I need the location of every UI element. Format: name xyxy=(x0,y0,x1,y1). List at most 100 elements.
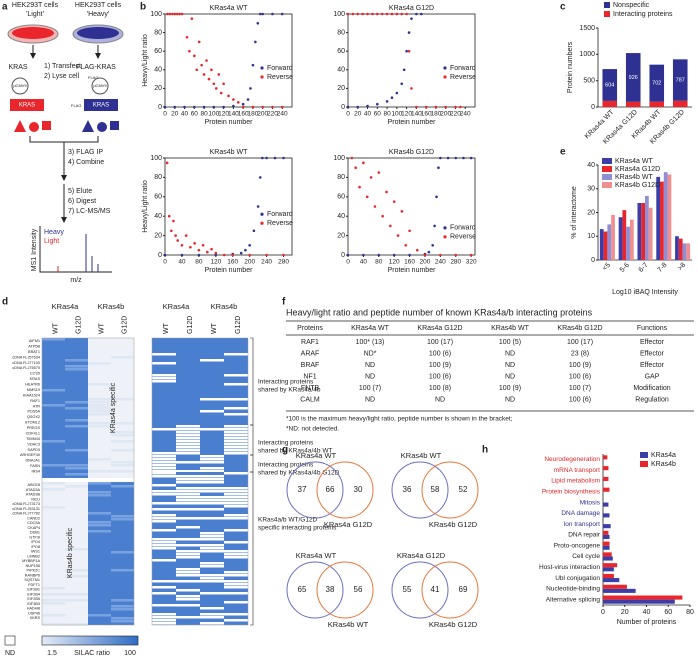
heatmap-cell xyxy=(224,541,248,544)
heatmap-cell xyxy=(176,580,200,583)
heatmap-cell xyxy=(42,599,65,602)
heatmap-cell xyxy=(152,517,176,520)
bar xyxy=(603,552,612,557)
point xyxy=(180,253,184,257)
heatmap-cell xyxy=(65,425,88,428)
annotation: shared by KRas4a/4b WT xyxy=(258,448,332,455)
legend-marker xyxy=(443,75,447,79)
heatmap-cell xyxy=(111,449,134,452)
bar xyxy=(602,100,618,107)
heatmap-cell xyxy=(152,619,176,622)
point xyxy=(176,239,179,242)
y-tick-label: 0 xyxy=(158,104,162,111)
point xyxy=(222,82,225,86)
bar xyxy=(649,64,665,102)
point xyxy=(400,12,404,16)
point xyxy=(212,105,216,109)
heatmap-cell xyxy=(88,524,111,527)
x-tick-label: 240 xyxy=(435,259,446,266)
bar xyxy=(603,556,613,561)
bar xyxy=(625,53,641,102)
heatmap-cell xyxy=(224,493,248,496)
table-cell: 100 (6) xyxy=(429,350,451,357)
x-tick-label: 160 xyxy=(404,259,415,266)
point xyxy=(202,105,206,109)
heatmap-cell xyxy=(111,338,134,478)
heatmap-cell xyxy=(152,541,176,544)
point xyxy=(246,98,250,101)
colorbar-min: 1.5 xyxy=(47,650,57,657)
colorbar-title: SILAC ratio xyxy=(74,650,110,657)
bar xyxy=(603,231,608,260)
heatmap-cell xyxy=(88,482,111,625)
gene-label: RANBP6 xyxy=(25,573,40,577)
heatmap-cell xyxy=(65,359,88,362)
gene-label: cDNA FLJ77782 xyxy=(12,512,40,516)
bracket xyxy=(250,424,254,456)
kras-protein xyxy=(10,99,44,111)
point xyxy=(410,87,413,90)
heatmap-cell xyxy=(200,613,224,616)
x-tick-label: 80 xyxy=(375,259,383,266)
value-label: 787 xyxy=(676,78,685,84)
gene-label: VDAC3 xyxy=(27,442,40,446)
heatmap-cell xyxy=(42,389,65,392)
gene-label: USP46 xyxy=(28,611,40,615)
legend-label: Interacting proteins xyxy=(613,11,673,18)
table-cell: ND xyxy=(365,373,375,380)
heatmap-cell xyxy=(111,398,134,401)
point xyxy=(362,253,365,257)
heatmap-cell xyxy=(224,502,248,505)
heatmap-cell xyxy=(224,487,248,490)
workflow: HEK293T cells 'Light' HEK293T cells 'Hea… xyxy=(7,2,124,284)
point xyxy=(434,105,438,109)
x-tick-label: 120 xyxy=(218,111,229,118)
point xyxy=(407,49,411,53)
bracket xyxy=(250,471,254,626)
heatmap-cell xyxy=(152,616,176,619)
point xyxy=(390,96,394,99)
heatmap-cell xyxy=(152,458,176,461)
point xyxy=(385,12,389,16)
heatmap-cell xyxy=(152,514,176,517)
gene-label: SQSTM1 xyxy=(24,578,40,582)
point xyxy=(427,250,431,254)
legend-label: KRas4b G12D xyxy=(615,182,660,189)
heatmap-cell xyxy=(111,608,134,611)
heatmap-cell xyxy=(152,484,176,487)
gene-label: EIF3B3 xyxy=(27,602,40,606)
protein-label: KRAS xyxy=(93,103,109,109)
heatmap-cell xyxy=(176,604,200,607)
x-axis-label: Protein number xyxy=(205,119,254,126)
heatmap-cell xyxy=(224,496,248,499)
heatmap-cell xyxy=(65,407,88,410)
heatmap-cell xyxy=(224,613,248,616)
category-label: Host-virus interaction xyxy=(539,564,600,571)
heatmap-cell xyxy=(176,598,200,601)
x-tick-label: 200 xyxy=(244,259,255,266)
heatmap-cell xyxy=(176,571,200,574)
plasmid-label: pCMV5 xyxy=(93,83,107,88)
bar xyxy=(603,455,608,460)
heatmap-cell xyxy=(65,473,88,476)
heatmap-cell xyxy=(88,470,111,473)
heatmap-cell xyxy=(200,607,224,610)
heatmap-cell xyxy=(224,550,248,553)
heatmap-cell xyxy=(152,604,176,607)
annotation: KRas4a/b WT/G12D xyxy=(258,517,318,524)
legend-label: KRas4b xyxy=(651,461,676,468)
point xyxy=(189,245,192,249)
y-tick-label: 40 xyxy=(154,213,162,220)
gene-label: ATR xyxy=(33,404,41,408)
point xyxy=(392,253,396,257)
plot-frame xyxy=(347,13,476,108)
heatmap-cell xyxy=(65,401,88,404)
table-cell: 100 (7) xyxy=(359,385,381,392)
point xyxy=(377,171,381,174)
y-axis-label: Heavy/Light ratio xyxy=(142,180,149,233)
point xyxy=(217,73,221,76)
gene-label: EIF2B5 xyxy=(27,597,40,601)
x-tick-label: 20 xyxy=(621,609,629,616)
bar xyxy=(629,219,634,260)
group-label: KRas4a xyxy=(52,302,80,311)
